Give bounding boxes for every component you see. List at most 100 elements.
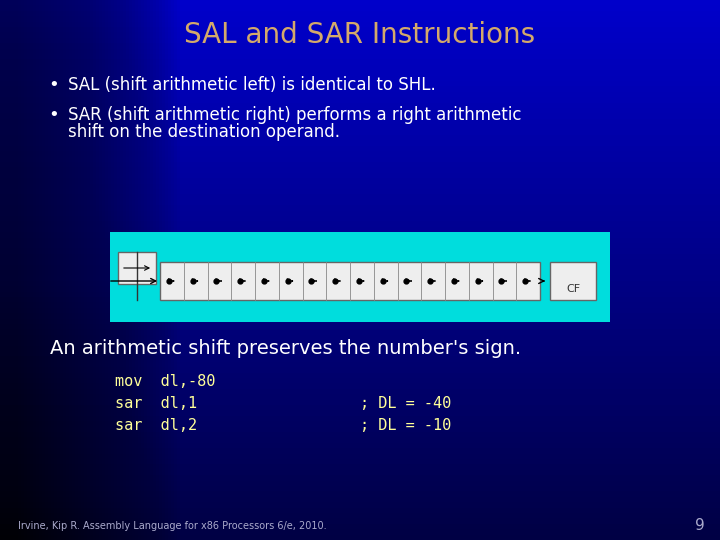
Bar bbox=[0, 0, 117, 540]
Bar bbox=[0, 32, 720, 38]
Bar bbox=[0, 216, 720, 221]
Bar bbox=[0, 157, 720, 162]
Text: Irvine, Kip R. Assembly Language for x86 Processors 6/e, 2010.: Irvine, Kip R. Assembly Language for x86… bbox=[18, 521, 327, 531]
Bar bbox=[0, 335, 720, 340]
Bar bbox=[0, 0, 66, 540]
Bar bbox=[0, 437, 720, 443]
Text: SAL and SAR Instructions: SAL and SAR Instructions bbox=[184, 21, 536, 49]
Bar bbox=[0, 513, 720, 518]
Bar bbox=[0, 146, 720, 151]
Bar bbox=[0, 405, 720, 410]
Bar bbox=[0, 0, 75, 540]
Bar bbox=[550, 262, 596, 300]
Bar bbox=[0, 0, 108, 540]
Bar bbox=[0, 427, 720, 432]
Bar bbox=[0, 0, 159, 540]
Bar bbox=[0, 464, 720, 470]
Bar bbox=[0, 0, 168, 540]
Bar bbox=[0, 0, 48, 540]
Bar bbox=[0, 319, 720, 324]
Bar bbox=[0, 535, 720, 540]
Bar bbox=[0, 378, 720, 383]
Bar bbox=[0, 0, 171, 540]
Bar bbox=[0, 0, 147, 540]
Bar bbox=[160, 262, 540, 300]
Text: CF: CF bbox=[566, 284, 580, 294]
Bar bbox=[0, 22, 720, 27]
Bar bbox=[0, 65, 720, 70]
Bar bbox=[0, 0, 60, 540]
Bar bbox=[0, 200, 720, 205]
Bar bbox=[0, 0, 105, 540]
Bar bbox=[0, 0, 177, 540]
Bar bbox=[0, 59, 720, 65]
Bar bbox=[0, 0, 90, 540]
Bar bbox=[0, 524, 720, 529]
Bar bbox=[0, 0, 36, 540]
Bar bbox=[0, 0, 180, 540]
Bar bbox=[0, 0, 102, 540]
Bar bbox=[0, 508, 720, 513]
Bar bbox=[0, 0, 156, 540]
Bar bbox=[0, 108, 720, 113]
Bar bbox=[0, 16, 720, 22]
Bar bbox=[0, 194, 720, 200]
Bar bbox=[0, 232, 720, 238]
Bar bbox=[0, 113, 720, 119]
Bar bbox=[0, 43, 720, 49]
Bar bbox=[0, 0, 6, 540]
Bar bbox=[0, 0, 720, 5]
Bar bbox=[0, 448, 720, 454]
Bar bbox=[0, 0, 63, 540]
Bar bbox=[0, 346, 720, 351]
Bar bbox=[0, 54, 720, 59]
Bar bbox=[0, 0, 39, 540]
Bar bbox=[0, 491, 720, 497]
Bar bbox=[0, 221, 720, 227]
Bar bbox=[0, 0, 57, 540]
Bar bbox=[0, 308, 720, 313]
Bar bbox=[0, 97, 720, 103]
Bar bbox=[0, 281, 720, 286]
Bar bbox=[118, 252, 156, 284]
Bar bbox=[0, 481, 720, 486]
Bar bbox=[0, 410, 720, 416]
Bar bbox=[0, 0, 12, 540]
Text: An arithmetic shift preserves the number's sign.: An arithmetic shift preserves the number… bbox=[50, 339, 521, 357]
Bar bbox=[0, 292, 720, 297]
Bar bbox=[0, 238, 720, 243]
Bar bbox=[0, 0, 30, 540]
Bar bbox=[0, 5, 720, 11]
Bar bbox=[0, 389, 720, 394]
Bar bbox=[0, 0, 15, 540]
Bar bbox=[0, 265, 720, 270]
Bar bbox=[0, 0, 162, 540]
Bar bbox=[0, 356, 720, 362]
Bar bbox=[0, 0, 78, 540]
Bar bbox=[0, 151, 720, 157]
Bar bbox=[0, 227, 720, 232]
Text: 9: 9 bbox=[695, 518, 705, 534]
Bar bbox=[0, 459, 720, 464]
Bar bbox=[0, 184, 720, 189]
Bar bbox=[0, 254, 720, 259]
Bar bbox=[0, 454, 720, 459]
Bar bbox=[0, 0, 54, 540]
Text: shift on the destination operand.: shift on the destination operand. bbox=[68, 123, 340, 141]
Bar bbox=[0, 81, 720, 86]
Bar bbox=[0, 362, 720, 367]
Bar bbox=[0, 0, 51, 540]
Bar bbox=[0, 383, 720, 389]
Bar bbox=[0, 0, 153, 540]
Text: sar  dl,1: sar dl,1 bbox=[115, 396, 197, 411]
Bar bbox=[0, 70, 720, 76]
Text: mov  dl,-80: mov dl,-80 bbox=[115, 375, 215, 389]
Bar bbox=[0, 0, 21, 540]
Bar bbox=[0, 351, 720, 356]
Text: ; DL = -10: ; DL = -10 bbox=[360, 418, 451, 434]
Bar bbox=[0, 0, 150, 540]
Bar bbox=[0, 0, 141, 540]
Bar bbox=[0, 135, 720, 140]
Bar bbox=[0, 205, 720, 211]
Bar bbox=[0, 394, 720, 400]
